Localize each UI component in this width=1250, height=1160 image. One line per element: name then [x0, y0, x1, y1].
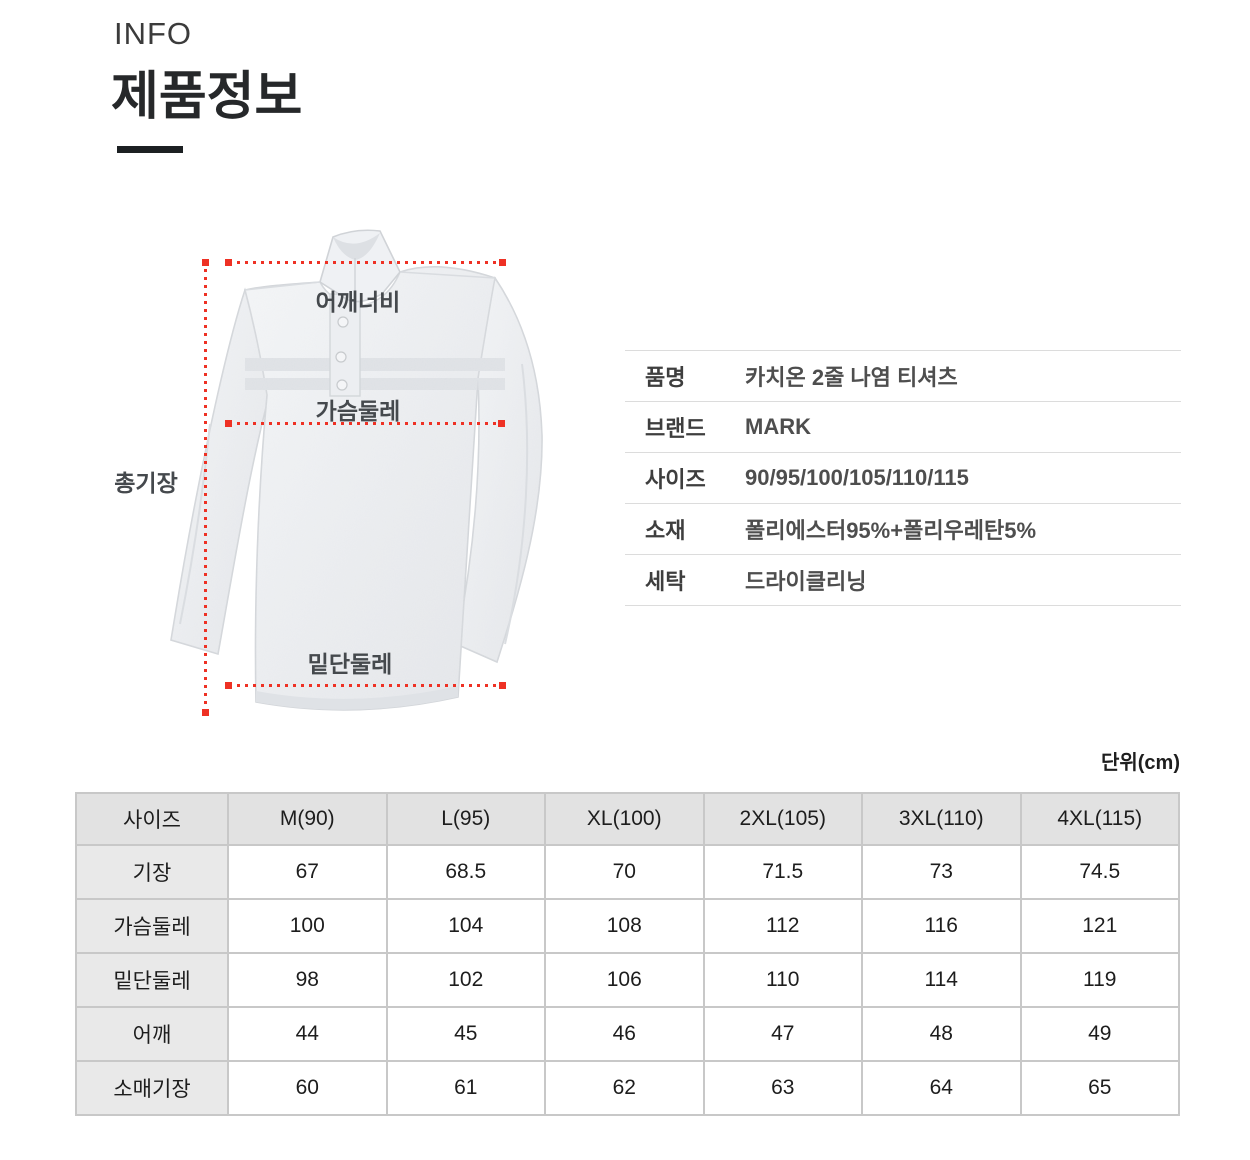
title-underline	[117, 146, 183, 153]
size-table-cell: 46	[544, 1006, 705, 1062]
product-info-row: 품명 카치온 2줄 나염 티셔츠	[625, 350, 1181, 401]
product-info-value: MARK	[745, 414, 811, 439]
page-title: 제품정보	[111, 68, 303, 126]
size-table-header-cell: 사이즈	[75, 792, 229, 846]
size-table-cell: 112	[702, 898, 863, 954]
size-table-row-label: 밑단둘레	[75, 952, 229, 1008]
product-info-label: 품명	[645, 365, 686, 390]
polo-shirt-image	[170, 229, 543, 711]
size-table-cell: 45	[385, 1006, 546, 1062]
size-table-cell: 67	[227, 844, 388, 900]
total-length-label: 총기장	[114, 470, 178, 496]
size-table-row: 밑단둘레 98 102 106 110 114 119	[75, 952, 1180, 1008]
chest-girth-label: 가슴둘레	[315, 398, 401, 424]
shirt-diagram	[150, 224, 560, 736]
product-info-row: 소재 폴리에스터95%+폴리우레탄5%	[625, 503, 1181, 554]
size-table-cell: 73	[861, 844, 1022, 900]
size-table-cell: 102	[385, 952, 546, 1008]
size-table: 사이즈 M(90) L(95) XL(100) 2XL(105) 3XL(110) 4XL(…	[75, 792, 1180, 1116]
shoulder-measure-line	[225, 259, 506, 266]
size-table-cell: 64	[861, 1060, 1022, 1116]
size-table-header-cell: L(95)	[385, 792, 546, 846]
product-info-value: 드라이클리닝	[745, 569, 867, 594]
size-table-cell: 44	[227, 1006, 388, 1062]
product-info-value: 폴리에스터95%+폴리우레탄5%	[745, 518, 1037, 543]
size-table-row: 기장 67 68.5 70 71.5 73 74.5	[75, 844, 1180, 900]
size-table-cell: 61	[385, 1060, 546, 1116]
size-table-cell: 48	[861, 1006, 1022, 1062]
size-table-cell: 60	[227, 1060, 388, 1116]
hem-girth-label: 밑단둘레	[307, 651, 393, 677]
product-info-value: 90/95/100/105/110/115	[745, 465, 969, 490]
size-table-cell: 68.5	[385, 844, 546, 900]
product-info-label: 브랜드	[645, 416, 706, 441]
shoulder-width-label: 어깨너비	[315, 289, 401, 315]
length-measure-line	[202, 259, 209, 716]
product-info-row: 세탁 드라이클리닝	[625, 554, 1181, 606]
size-table-header-row: 사이즈 M(90) L(95) XL(100) 2XL(105) 3XL(110) 4XL(…	[75, 792, 1180, 846]
size-table-head: 사이즈 M(90) L(95) XL(100) 2XL(105) 3XL(110) 4XL(…	[75, 792, 1180, 846]
size-table-cell: 63	[702, 1060, 863, 1116]
hem-measure-line	[225, 682, 506, 689]
size-table-header-cell: M(90)	[227, 792, 388, 846]
size-table-cell: 70	[544, 844, 705, 900]
size-table-cell: 108	[544, 898, 705, 954]
size-table-cell: 106	[544, 952, 705, 1008]
size-table-cell: 47	[702, 1006, 863, 1062]
product-info-label: 사이즈	[645, 467, 706, 492]
size-table-header-cell: 4XL(115)	[1019, 792, 1180, 846]
size-table-cell: 100	[227, 898, 388, 954]
product-info-label: 소재	[645, 518, 686, 543]
size-table-row-label: 가슴둘레	[75, 898, 229, 954]
size-table-cell: 65	[1019, 1060, 1180, 1116]
size-table-cell: 104	[385, 898, 546, 954]
size-table-cell: 74.5	[1019, 844, 1180, 900]
size-table-cell: 49	[1019, 1006, 1180, 1062]
chest-measure-line	[225, 420, 505, 427]
product-info-row: 브랜드 MARK	[625, 401, 1181, 452]
size-table-cell: 119	[1019, 952, 1180, 1008]
product-info-value: 카치온 2줄 나염 티셔츠	[745, 365, 958, 390]
size-table-cell: 62	[544, 1060, 705, 1116]
size-table-header-cell: 3XL(110)	[861, 792, 1022, 846]
size-table-row-label: 어깨	[75, 1006, 229, 1062]
size-table-row: 소매기장 60 61 62 63 64 65	[75, 1060, 1180, 1116]
size-table-header-cell: XL(100)	[544, 792, 705, 846]
size-table-cell: 110	[702, 952, 863, 1008]
size-table-cell: 114	[861, 952, 1022, 1008]
product-info-label: 세탁	[645, 569, 686, 594]
size-table-cell: 71.5	[702, 844, 863, 900]
size-table-cell: 121	[1019, 898, 1180, 954]
size-table-body: 기장 67 68.5 70 71.5 73 74.5 가슴둘레 100 104 108 112 116 1…	[75, 844, 1180, 1116]
size-table-row-label: 기장	[75, 844, 229, 900]
size-table-header-cell: 2XL(105)	[702, 792, 863, 846]
size-table-row-label: 소매기장	[75, 1060, 229, 1116]
size-table-cell: 116	[861, 898, 1022, 954]
unit-note: 단위(cm)	[1100, 752, 1180, 774]
section-eyebrow: INFO	[114, 16, 193, 51]
size-table-row: 어깨 44 45 46 47 48 49	[75, 1006, 1180, 1062]
size-table-row: 가슴둘레 100 104 108 112 116 121	[75, 898, 1180, 954]
size-table-cell: 98	[227, 952, 388, 1008]
product-info-row: 사이즈 90/95/100/105/110/115	[625, 452, 1181, 503]
